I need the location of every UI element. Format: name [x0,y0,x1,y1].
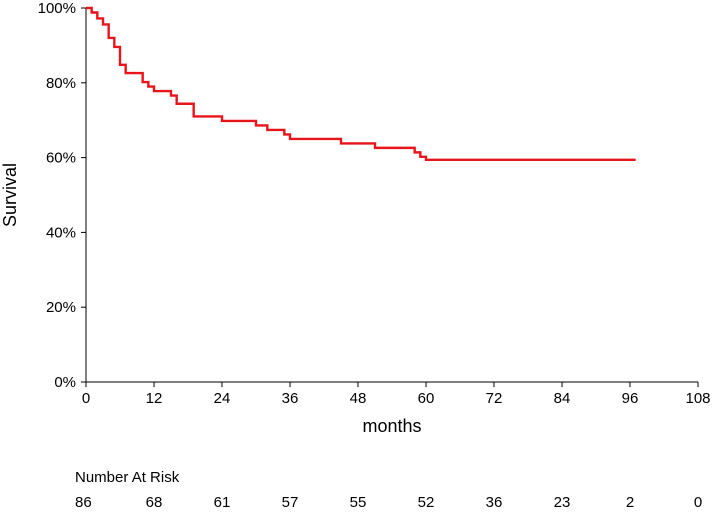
y-axis-title: Survival [0,163,20,227]
risk-count: 86 [75,494,92,511]
y-tick-label: 0% [54,374,76,391]
risk-count: 23 [554,494,571,511]
x-tick-label: 60 [418,390,435,407]
x-tick-label: 84 [554,390,571,407]
y-tick-label: 40% [46,224,76,241]
risk-count: 52 [418,494,435,511]
risk-count: 36 [486,494,503,511]
x-tick-label: 96 [622,390,639,407]
x-tick-label: 24 [214,390,231,407]
y-tick-label: 100% [38,0,76,17]
x-tick-label: 12 [146,390,163,407]
risk-table-title: Number At Risk [75,469,180,486]
risk-count: 2 [626,494,634,511]
y-tick-label: 80% [46,75,76,92]
series-layer [86,6,636,162]
x-axis-title: months [362,416,421,436]
x-axis: 0 12 24 36 48 60 72 84 96 108 [82,381,711,407]
risk-count: 0 [694,494,702,511]
risk-count: 68 [146,494,163,511]
x-tick-label: 72 [486,390,503,407]
risk-table: 86 68 61 57 55 52 36 23 2 0 [75,494,702,511]
risk-count: 57 [282,494,299,511]
x-tick-label: 48 [350,390,367,407]
x-tick-label: 0 [82,390,90,407]
x-tick-label: 108 [685,390,710,407]
survival-curve [86,6,636,162]
risk-count: 61 [214,494,231,511]
x-tick-label: 36 [282,390,299,407]
risk-count: 55 [350,494,367,511]
y-axis: 0% 20% 40% 60% 80% 100% [38,0,87,391]
y-tick-label: 60% [46,150,76,167]
y-tick-label: 20% [46,299,76,316]
